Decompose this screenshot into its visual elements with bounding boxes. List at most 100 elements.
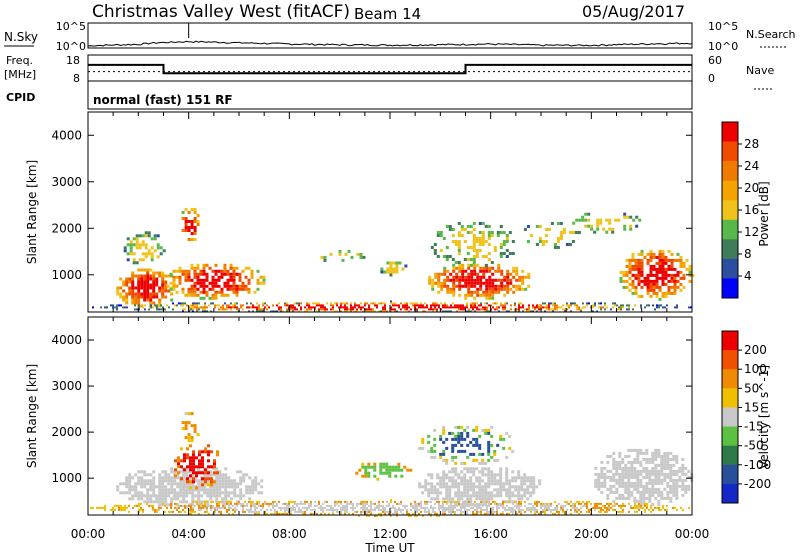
power-echo xyxy=(484,306,486,309)
power-echo xyxy=(122,298,126,302)
velocity-echo xyxy=(396,508,398,511)
power-echo xyxy=(458,269,462,273)
velocity-echo xyxy=(131,494,135,498)
velocity-echo xyxy=(624,484,628,488)
velocity-echo xyxy=(167,494,171,498)
power-echo xyxy=(394,302,396,305)
power-echo xyxy=(202,308,204,311)
power-echo xyxy=(187,293,191,297)
power-echo xyxy=(510,304,512,307)
power-cbar-swatch xyxy=(722,141,738,162)
power-echo xyxy=(389,261,393,265)
power-echo xyxy=(454,306,456,309)
power-echo xyxy=(628,267,632,271)
power-echo xyxy=(656,306,658,309)
velocity-echo xyxy=(433,491,437,495)
power-echo xyxy=(153,237,157,241)
power-echo xyxy=(149,274,153,278)
velocity-echo xyxy=(374,502,376,505)
x-tick-label: 04:00 xyxy=(171,527,206,541)
power-echo xyxy=(125,292,129,296)
velocity-echo xyxy=(198,506,200,509)
power-echo xyxy=(440,302,442,305)
velocity-echo xyxy=(161,476,165,480)
velocity-echo xyxy=(442,504,444,507)
velocity-echo xyxy=(514,494,518,498)
velocity-echo xyxy=(457,431,461,435)
power-echo xyxy=(376,304,378,307)
power-echo xyxy=(196,287,200,291)
velocity-echo xyxy=(195,474,198,478)
velocity-echo xyxy=(201,462,204,466)
velocity-echo xyxy=(227,491,231,495)
vel-cbar-tick-label: 15 xyxy=(744,400,759,414)
power-echo xyxy=(502,306,504,309)
power-echo xyxy=(149,286,153,290)
power-echo xyxy=(605,230,609,234)
velocity-echo xyxy=(451,470,455,474)
velocity-echo xyxy=(188,504,190,507)
power-echo xyxy=(437,290,441,294)
power-echo xyxy=(452,284,456,288)
power-echo xyxy=(466,302,468,305)
velocity-echo xyxy=(210,480,213,484)
velocity-echo xyxy=(522,508,524,511)
velocity-echo xyxy=(488,510,490,513)
power-echo xyxy=(358,306,360,309)
power-echo xyxy=(503,275,507,279)
velocity-echo xyxy=(460,437,464,441)
power-echo xyxy=(472,302,474,305)
power-echo xyxy=(125,298,129,302)
velocity-echo xyxy=(466,443,470,447)
velocity-echo xyxy=(346,508,348,511)
velocity-echo xyxy=(292,508,294,511)
y-tick-label: 4000 xyxy=(51,128,82,142)
power-echo xyxy=(491,296,495,300)
power-echo xyxy=(366,310,368,313)
velocity-echo xyxy=(478,476,482,480)
velocity-echo xyxy=(200,502,202,505)
power-echo xyxy=(410,302,412,305)
power-echo xyxy=(664,270,668,274)
power-echo xyxy=(586,302,588,305)
velocity-echo xyxy=(361,465,365,469)
velocity-echo xyxy=(564,500,566,503)
velocity-echo xyxy=(427,434,431,438)
velocity-echo xyxy=(642,457,646,461)
velocity-echo xyxy=(230,485,234,489)
power-echo xyxy=(155,271,159,275)
power-echo xyxy=(528,308,530,311)
velocity-echo xyxy=(442,485,446,489)
velocity-echo xyxy=(439,485,443,489)
power-echo xyxy=(129,249,133,253)
power-echo xyxy=(467,287,471,291)
power-echo xyxy=(136,308,138,311)
velocity-echo xyxy=(512,510,514,513)
velocity-echo xyxy=(340,508,342,511)
vel-cbar-tick-label: -100 xyxy=(744,458,771,472)
power-echo xyxy=(342,306,344,309)
velocity-echo xyxy=(424,510,426,513)
power-echo xyxy=(485,266,489,270)
velocity-echo xyxy=(645,457,649,461)
power-echo xyxy=(587,224,591,228)
power-echo xyxy=(623,212,627,216)
power-echo xyxy=(600,308,602,311)
velocity-echo xyxy=(615,466,619,470)
power-echo xyxy=(515,272,519,276)
power-echo xyxy=(664,306,666,309)
velocity-echo xyxy=(391,465,395,469)
power-echo xyxy=(670,264,674,268)
power-echo xyxy=(498,310,500,313)
power-echo xyxy=(193,232,197,235)
velocity-echo xyxy=(618,466,622,470)
velocity-echo xyxy=(520,502,522,505)
velocity-echo xyxy=(666,504,668,507)
velocity-echo xyxy=(511,494,515,498)
velocity-echo xyxy=(446,508,448,511)
velocity-echo xyxy=(366,508,368,511)
power-echo xyxy=(214,281,218,285)
power-echo xyxy=(546,306,548,309)
velocity-echo xyxy=(173,491,177,495)
velocity-echo xyxy=(510,506,512,509)
